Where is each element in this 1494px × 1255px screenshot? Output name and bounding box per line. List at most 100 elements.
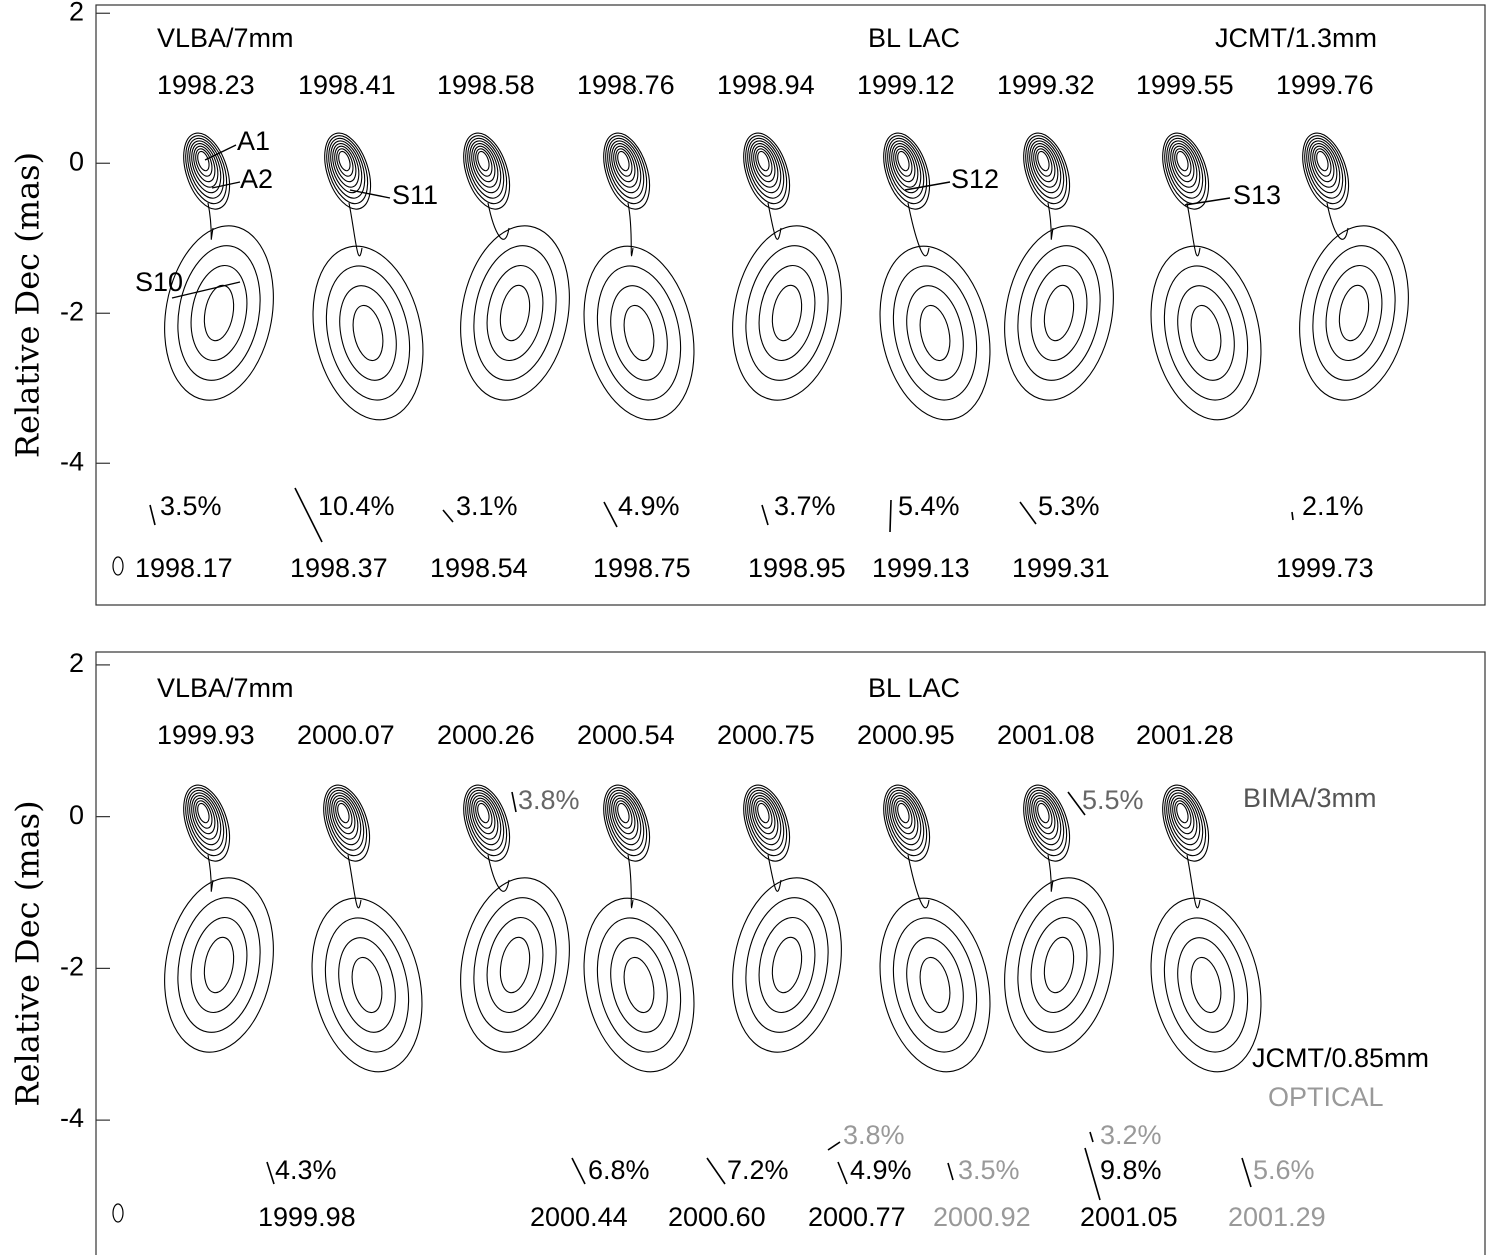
annotation: 1998.75 (593, 553, 691, 583)
figure: Relative Dec (mas)20-2-4VLBA/7mmBL LACJC… (0, 0, 1494, 1255)
page: {"chart_data": [ {"type": "contour-map",… (0, 0, 1494, 1255)
contour (1040, 935, 1077, 995)
annotation: 2000.95 (857, 720, 955, 750)
contour (1186, 303, 1225, 364)
y-tick-label: 2 (69, 648, 84, 678)
y-tick-label: 0 (69, 800, 84, 830)
annotation: OPTICAL (1268, 1082, 1384, 1112)
contour (915, 303, 954, 364)
contour (616, 802, 632, 824)
evpa-bar (267, 1162, 274, 1184)
contour (1170, 932, 1243, 1037)
annotation: 4.9% (618, 491, 680, 521)
evpa-bar (1292, 512, 1293, 520)
contour (899, 280, 972, 385)
contour (1319, 261, 1389, 365)
contour (347, 955, 386, 1016)
annotation: 1999.73 (1276, 553, 1374, 583)
annotation: 3.2% (1100, 1120, 1162, 1150)
annotation: 2000.92 (933, 1202, 1031, 1232)
annotation: BL LAC (868, 23, 960, 53)
evpa-bar (762, 505, 768, 525)
annotation: 1998.23 (157, 70, 255, 100)
contour (184, 261, 254, 365)
contour (315, 258, 422, 408)
contour (464, 891, 566, 1039)
annotation: 1999.76 (1276, 70, 1374, 100)
annotation: 1998.54 (430, 553, 528, 583)
contour (168, 891, 270, 1039)
contour (314, 910, 421, 1060)
contour (196, 150, 212, 172)
evpa-bar (838, 1162, 847, 1184)
contour (603, 932, 676, 1037)
contour (569, 236, 709, 430)
evpa-bar (572, 1158, 585, 1184)
evpa-bar (1090, 1132, 1093, 1142)
annotation: S10 (135, 267, 183, 297)
annotation: 5.5% (1082, 785, 1144, 815)
evpa-bar (443, 510, 453, 522)
contour (448, 869, 583, 1061)
annotation: 2.1% (1302, 491, 1364, 521)
annotation: 5.4% (898, 491, 960, 521)
annotation: 3.7% (774, 491, 836, 521)
contour (908, 203, 929, 256)
annotation: 1998.37 (290, 553, 388, 583)
annotation: 2000.26 (437, 720, 535, 750)
contour (586, 258, 693, 408)
contour (476, 150, 492, 172)
contour (603, 280, 676, 385)
contour (720, 217, 855, 409)
annotation: A1 (237, 126, 270, 156)
contour (1175, 150, 1191, 172)
beam (113, 557, 123, 575)
contour (1036, 150, 1052, 172)
evpa-bar (890, 500, 891, 532)
contour (768, 283, 805, 343)
contour (298, 236, 438, 430)
annotation: 1999.12 (857, 70, 955, 100)
contour (1136, 236, 1276, 430)
evpa-bar (512, 792, 516, 812)
contour (1186, 955, 1225, 1016)
contour (337, 150, 353, 172)
contour (1153, 910, 1260, 1060)
contour (1175, 802, 1191, 824)
contour (1187, 855, 1200, 908)
contour (196, 802, 212, 824)
beam (113, 1204, 123, 1222)
annotation: 1999.55 (1136, 70, 1234, 100)
annotation: 1998.94 (717, 70, 815, 100)
contour (348, 855, 361, 908)
contour (297, 888, 437, 1082)
contour (1335, 283, 1372, 343)
contour (619, 303, 658, 364)
contour (1024, 913, 1094, 1017)
contour (752, 261, 822, 365)
contour (332, 280, 405, 385)
contour (1287, 217, 1422, 409)
annotation: 7.2% (727, 1155, 789, 1185)
contour (628, 203, 633, 256)
component-pointer (1185, 198, 1230, 205)
annotation: 1999.31 (1012, 553, 1110, 583)
annotation: BIMA/3mm (1243, 783, 1377, 813)
y-axis-label: Relative Dec (mas) (9, 152, 47, 458)
contour (768, 935, 805, 995)
contour (616, 150, 632, 172)
y-tick-label: -2 (60, 296, 84, 326)
contour (200, 283, 237, 343)
contour (1315, 150, 1331, 172)
annotation: 3.5% (160, 491, 222, 521)
contour (882, 910, 989, 1060)
contour (480, 261, 550, 365)
annotation: 3.8% (843, 1120, 905, 1150)
contour (586, 910, 693, 1060)
annotation: 1998.76 (577, 70, 675, 100)
annotation: 1998.58 (437, 70, 535, 100)
contour (152, 869, 287, 1061)
contour (992, 217, 1127, 409)
contour (992, 869, 1127, 1061)
contour (1170, 280, 1243, 385)
